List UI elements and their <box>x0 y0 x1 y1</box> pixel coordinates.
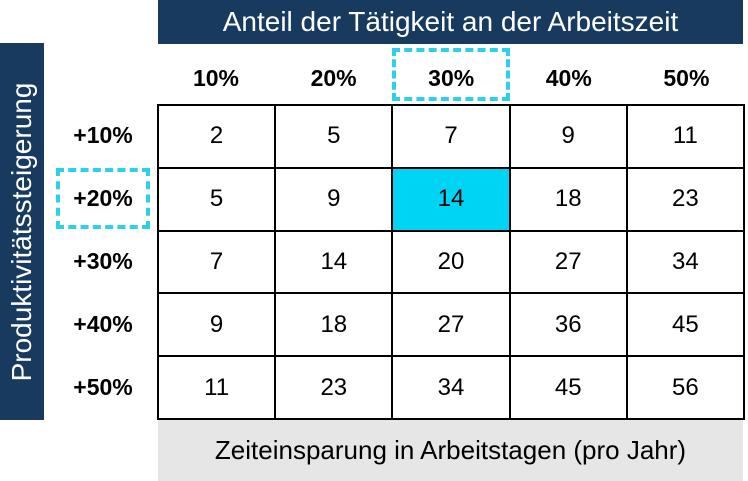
table-cell: 34 <box>393 357 511 420</box>
y-axis-banner: Produktivitätssteigerung <box>0 43 44 420</box>
table-cell: 45 <box>510 357 628 420</box>
data-grid: 2 5 7 9 11 5 9 14 18 23 7 14 20 27 34 9 18 27 36 45 11 23 34 45… <box>157 104 745 420</box>
chart-title: Anteil der Tätigkeit an der Arbeitszeit <box>158 0 743 44</box>
table-cell: 2 <box>159 106 277 169</box>
table-cell: 23 <box>276 357 394 420</box>
table-cell: 27 <box>393 294 511 358</box>
column-header: 50% <box>663 64 710 91</box>
table-cell: 36 <box>510 294 628 358</box>
column-header: 30% <box>428 64 475 91</box>
table-cell: 11 <box>159 357 277 420</box>
row-header: +10% <box>73 121 133 148</box>
table-cell: 23 <box>627 168 745 232</box>
table-cell: 56 <box>627 357 745 420</box>
row-header: +40% <box>73 311 133 338</box>
table-cell: 18 <box>276 294 394 358</box>
table-cell: 14 <box>393 168 511 232</box>
highlight-row-marker <box>56 168 150 230</box>
table-cell: 34 <box>627 231 745 295</box>
table-cell: 7 <box>393 106 511 169</box>
row-header: +50% <box>73 374 133 401</box>
column-header: 40% <box>545 64 592 91</box>
table-cell: 7 <box>159 231 277 295</box>
table-cell: 20 <box>393 231 511 295</box>
row-header: +30% <box>73 247 133 274</box>
table-cell: 18 <box>510 168 628 232</box>
highlight-column-marker <box>392 48 510 101</box>
table-cell: 14 <box>276 231 394 295</box>
table-cell: 11 <box>627 106 745 169</box>
table-cell: 9 <box>276 168 394 232</box>
table-cell: 9 <box>510 106 628 169</box>
table-cell: 5 <box>159 168 277 232</box>
row-header: +20% <box>73 184 133 211</box>
table-cell: 5 <box>276 106 394 169</box>
table-cell: 45 <box>627 294 745 358</box>
column-header: 20% <box>310 64 357 91</box>
x-axis-label: Zeiteinsparung in Arbeitstagen (pro Jahr… <box>158 420 743 481</box>
y-axis-label: Produktivitätssteigerung <box>6 82 37 381</box>
table-cell: 9 <box>159 294 277 358</box>
column-header: 10% <box>192 64 240 91</box>
table-cell: 27 <box>510 231 628 295</box>
